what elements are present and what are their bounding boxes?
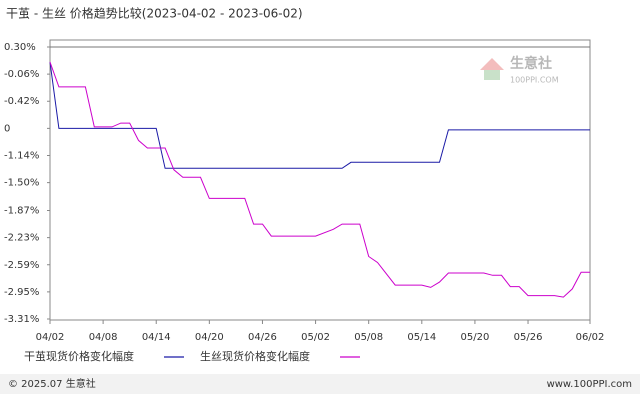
legend-label: 生丝现货价格变化幅度 — [200, 349, 310, 363]
y-tick-label: -0.42% — [4, 96, 39, 107]
chart-title: 干茧 - 生丝 价格趋势比较(2023-04-02 - 2023-06-02) — [6, 6, 303, 21]
footer-left: © 2025.07 生意社 — [8, 377, 96, 390]
x-tick-label: 04/02 — [36, 332, 65, 343]
series-line — [49, 61, 590, 298]
y-tick-label: -1.14% — [4, 150, 39, 161]
plot-frame — [49, 39, 591, 321]
watermark-logo — [480, 58, 504, 70]
watermark-logo — [484, 70, 500, 80]
x-tick-label: 06/02 — [576, 332, 605, 343]
legend-label: 干茧现货价格变化幅度 — [24, 349, 134, 363]
y-tick-label: -0.06% — [4, 69, 39, 80]
x-tick-label: 05/26 — [514, 332, 543, 343]
x-tick-label: 05/14 — [407, 332, 436, 343]
x-tick-label: 05/02 — [301, 332, 330, 343]
y-tick-label: 0.30% — [4, 42, 36, 53]
x-tick-label: 04/20 — [195, 332, 224, 343]
watermark: 生意社 100PPI.COM — [480, 55, 559, 85]
series-line — [49, 62, 590, 169]
y-tick-label: -2.23% — [4, 233, 39, 244]
footer-right: www.100PPI.com — [547, 379, 632, 390]
y-tick-label: -2.59% — [4, 260, 39, 271]
y-tick-label: -2.95% — [4, 287, 39, 298]
x-tick-label: 04/08 — [89, 332, 118, 343]
x-tick-label: 05/08 — [354, 332, 383, 343]
x-tick-label: 05/20 — [461, 332, 490, 343]
x-tick-label: 04/14 — [142, 332, 171, 343]
y-tick-label: -1.50% — [4, 178, 39, 189]
y-tick-label: -3.31% — [4, 314, 39, 325]
y-tick-label: 0 — [4, 123, 10, 134]
watermark-site: 100PPI.COM — [510, 76, 559, 85]
footer-bar — [0, 374, 640, 394]
watermark-brand: 生意社 — [510, 55, 552, 72]
y-tick-label: -1.87% — [4, 206, 39, 217]
x-tick-label: 04/26 — [248, 332, 277, 343]
